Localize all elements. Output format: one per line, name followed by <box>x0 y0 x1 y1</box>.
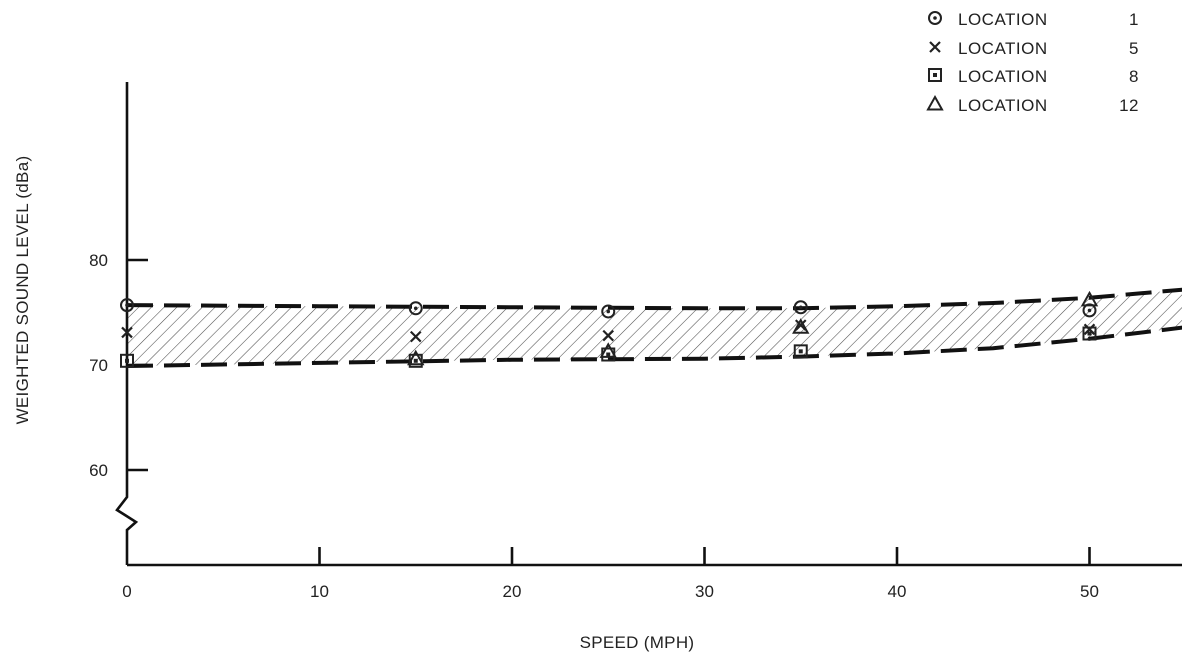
legend-label: LOCATION <box>958 39 1048 58</box>
triangle-point <box>792 318 810 334</box>
x-tick-label: 20 <box>503 582 522 601</box>
legend-number: 1 <box>1129 10 1139 29</box>
cross-point <box>794 319 807 331</box>
circle-marker-ring <box>120 298 134 313</box>
x-tick-label: 30 <box>695 582 714 601</box>
legend-number: 5 <box>1129 39 1139 58</box>
circle-marker-dot <box>798 305 803 310</box>
cross-marker-strokes <box>929 41 941 53</box>
circle-marker-dot <box>933 16 937 20</box>
envelope-band <box>126 287 1182 369</box>
square-marker-box <box>793 344 808 359</box>
legend-label: LOCATION <box>958 67 1048 86</box>
cross-marker-strokes <box>602 329 615 342</box>
legend-number: 8 <box>1129 67 1139 86</box>
cross-point <box>1083 323 1096 336</box>
circle-marker-ring <box>601 304 616 319</box>
cross-marker-strokes <box>409 330 422 343</box>
triangle-point <box>599 342 617 358</box>
circle-marker-dot <box>1087 308 1092 313</box>
square-marker-dot <box>125 358 129 363</box>
axes <box>115 82 1182 567</box>
circle-dot-point <box>120 298 134 313</box>
square-dot-point <box>1082 326 1097 341</box>
triangle-point <box>1080 290 1099 307</box>
circle-marker-dot <box>606 309 611 314</box>
legend: LOCATION 1 LOCATION 5 LOCATION 8 LOCATION 12 <box>926 10 1139 115</box>
legend-label: LOCATION <box>958 96 1048 115</box>
square-marker-dot <box>933 73 937 77</box>
circle-dot-point <box>601 304 616 319</box>
triangle-marker-shape <box>599 342 617 358</box>
x-tick-label: 40 <box>888 582 907 601</box>
axis-ticks: 0 10 20 30 40 50 60 70 80 <box>89 251 1099 601</box>
cross-point <box>602 329 615 342</box>
cross-marker-strokes <box>121 326 133 339</box>
cross-marker-strokes <box>794 319 807 331</box>
square-marker-box <box>928 68 942 82</box>
y-tick-label: 60 <box>89 461 108 480</box>
circle-marker-ring <box>408 301 423 316</box>
y-tick-label: 70 <box>89 356 108 375</box>
square-marker-box <box>120 353 134 368</box>
circle-marker-ring <box>928 11 942 25</box>
x-tick-label: 10 <box>310 582 329 601</box>
triangle-marker-shape <box>1080 290 1099 307</box>
y-axis-line <box>115 82 139 565</box>
legend-label: LOCATION <box>958 10 1048 29</box>
square-dot-point <box>120 353 134 368</box>
cross-marker-strokes <box>1083 323 1096 336</box>
data-points <box>120 290 1099 368</box>
triangle-marker-shape <box>926 94 944 111</box>
legend-number: 12 <box>1119 96 1139 115</box>
circle-dot-point <box>793 300 808 315</box>
square-marker-dot <box>606 352 611 357</box>
square-marker-dot <box>413 358 418 363</box>
square-marker-dot <box>1087 331 1092 336</box>
triangle-point <box>407 349 425 366</box>
cross-point <box>409 330 422 343</box>
envelope-hatch <box>127 289 1182 367</box>
triangle-marker-shape <box>792 318 810 334</box>
legend-cross-marker <box>929 41 941 53</box>
square-dot-point <box>793 344 808 359</box>
legend-circle-dot-marker <box>928 11 942 25</box>
cross-point <box>121 326 133 339</box>
triangle-marker-shape <box>407 349 425 366</box>
legend-square-dot-marker <box>928 68 942 82</box>
x-axis-title: SPEED (MPH) <box>580 633 695 652</box>
square-marker-dot <box>798 349 803 354</box>
circle-marker-dot <box>413 306 418 311</box>
y-axis-title: WEIGHTED SOUND LEVEL (dBa) <box>13 156 32 425</box>
circle-dot-point <box>408 301 423 316</box>
x-tick-label: 0 <box>122 582 131 601</box>
legend-triangle-marker <box>926 94 944 111</box>
circle-marker-dot <box>125 303 129 307</box>
circle-marker-ring <box>793 300 808 315</box>
x-tick-label: 50 <box>1080 582 1099 601</box>
y-tick-label: 80 <box>89 251 108 270</box>
square-marker-box <box>1082 326 1097 341</box>
